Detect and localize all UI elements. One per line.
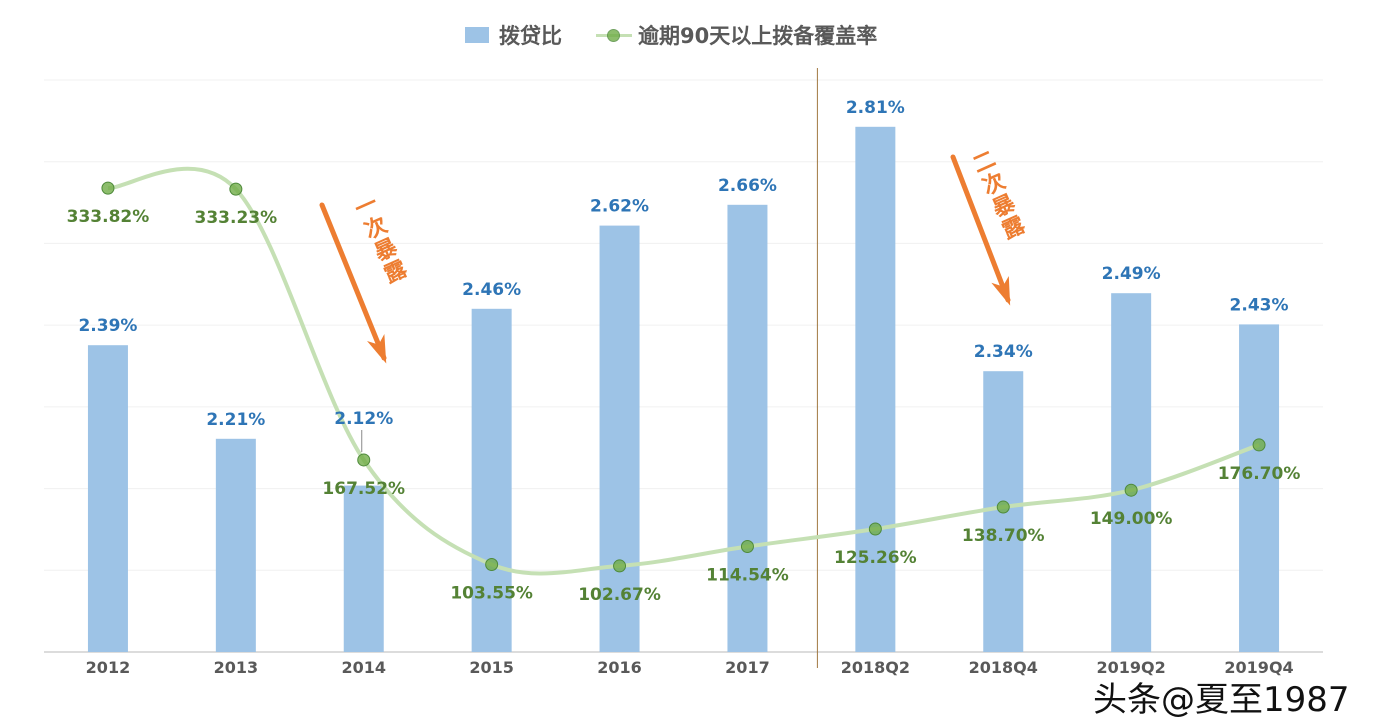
arrow-second-exposure [950, 154, 1011, 303]
bar [1239, 324, 1280, 652]
x-tick-label: 2013 [214, 658, 259, 677]
legend-bar-swatch [465, 27, 489, 43]
bar-label: 2.62% [590, 197, 649, 217]
line-marker [229, 182, 243, 196]
line-label: 114.54% [706, 566, 789, 586]
series-line [107, 166, 1260, 576]
x-tick-label: 2014 [341, 658, 386, 677]
bar [215, 438, 256, 652]
x-tick-label: 2019Q4 [1224, 658, 1293, 677]
line-label: 103.55% [450, 583, 533, 603]
legend-bar-label: 拨贷比 [499, 24, 562, 48]
line-marker [1124, 483, 1138, 497]
x-tick-label: 2015 [469, 658, 514, 677]
line-marker [1252, 438, 1266, 452]
bar [343, 485, 384, 652]
line-marker [996, 500, 1010, 514]
bar-label: 2.12% [334, 409, 393, 429]
bar [855, 126, 896, 653]
x-tick-label: 2019Q2 [1097, 658, 1166, 677]
x-tick-label: 2017 [725, 658, 770, 677]
bar-label: 2.49% [1102, 264, 1161, 284]
x-tick-label: 2018Q2 [841, 658, 910, 677]
bar [599, 225, 640, 652]
line-label: 138.70% [962, 526, 1045, 546]
arrow-first-exposure [319, 202, 387, 361]
bar-label: 2.21% [206, 410, 265, 430]
x-tick-label: 2016 [597, 658, 642, 677]
bar [471, 308, 512, 652]
line-label: 102.67% [578, 585, 661, 605]
legend-line-label: 逾期90天以上拨备覆盖率 [638, 24, 878, 48]
line-label: 125.26% [834, 548, 917, 568]
line-marker [740, 540, 754, 554]
legend-line-swatch [596, 27, 632, 43]
line-marker [613, 559, 627, 573]
bar-label: 2.46% [462, 280, 521, 300]
x-tick-label: 2018Q4 [969, 658, 1038, 677]
line-marker [485, 557, 499, 571]
bar-label: 2.81% [846, 98, 905, 118]
watermark: 头条@夏至1987 [1093, 680, 1350, 720]
bar [87, 345, 128, 652]
x-tick-label: 2012 [86, 658, 131, 677]
bar-label: 2.43% [1230, 295, 1289, 315]
bar-label: 2.34% [974, 342, 1033, 362]
arrow-first-exposure-head [367, 334, 387, 364]
line-marker [868, 522, 882, 536]
line-marker [101, 181, 115, 195]
bar [727, 204, 768, 653]
line-label: 333.23% [195, 208, 278, 228]
line-label: 167.52% [322, 479, 405, 499]
line-label: 149.00% [1090, 509, 1173, 529]
line-label: 176.70% [1218, 464, 1301, 484]
line-label: 333.82% [67, 207, 150, 227]
bar-label: 2.39% [78, 316, 137, 336]
line-marker [357, 453, 371, 467]
bar-label: 2.66% [718, 176, 777, 196]
bar [1111, 293, 1152, 652]
arrow-second-exposure-head [991, 276, 1011, 306]
legend: 拨贷比 逾期90天以上拨备覆盖率 [465, 20, 877, 50]
